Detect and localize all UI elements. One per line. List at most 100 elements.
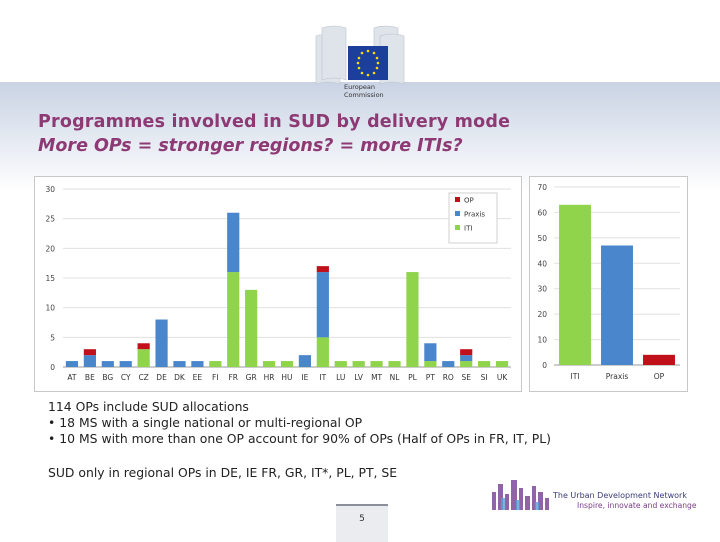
urban-network-logo-icon: [492, 480, 549, 510]
bar-CY-Praxis: [119, 361, 132, 367]
bar-IE-Praxis: [298, 355, 312, 367]
x-tick-label: BG: [102, 373, 113, 382]
bar-LV-ITI: [352, 361, 365, 367]
y-tick-label: 70: [537, 183, 547, 192]
chart-by-member-state: 0 5 10 15 20 25 30 AT BE BG CY CZ DE DK EE FI FR GR HR HU IE…: [34, 176, 522, 392]
bar-AT-Praxis: [65, 361, 79, 367]
bar-DE-Praxis: [155, 319, 168, 367]
bar-OP: [643, 354, 675, 365]
x-tick-label: PL: [408, 373, 418, 382]
bar-CZ-OP: [137, 343, 150, 350]
notes-line-2: • 18 MS with a single national or multi-…: [48, 415, 363, 430]
bar-RO-Praxis: [442, 361, 455, 367]
x-tick-label: IT: [319, 373, 326, 382]
x-tick-label: LU: [336, 373, 345, 382]
y-tick-label: 30: [45, 185, 55, 194]
y-tick-label: 10: [45, 304, 55, 313]
bar-FR-ITI: [227, 272, 240, 367]
y-tick-label: 0: [50, 363, 55, 372]
page-subtitle: More OPs = stronger regions? = more ITIs…: [38, 136, 463, 156]
chart-by-member-state-svg: 0 5 10 15 20 25 30 AT BE BG CY CZ DE DK EE FI FR GR HR HU IE…: [45, 185, 511, 382]
eu-commission-logo-icon: [315, 25, 405, 85]
network-title: The Urban Development Network: [553, 491, 687, 500]
y-tick-label: 30: [537, 285, 547, 294]
bar-SE-ITI: [460, 361, 473, 367]
x-tick-label: LV: [354, 373, 363, 382]
notes-line-1: 114 OPs include SUD allocations: [48, 399, 249, 414]
x-tick-label: CY: [121, 373, 131, 382]
chart-by-delivery-mode: 0 10 20 30 40 50 60 70 ITI Praxis OP: [529, 176, 688, 392]
x-tick-label: HR: [264, 373, 275, 382]
bar-PT-Praxis: [424, 343, 437, 362]
legend-swatch-OP: [455, 197, 460, 202]
x-tick-label: HU: [281, 373, 292, 382]
y-tick-label: 0: [542, 361, 547, 370]
y-tick-label: 40: [537, 259, 547, 268]
bar-IT-OP: [316, 266, 329, 273]
bar-SE-Praxis: [460, 355, 473, 362]
notes-line-3: • 10 MS with more than one OP account fo…: [48, 431, 551, 446]
x-tick-label: SE: [461, 373, 471, 382]
y-tick-label: 50: [537, 234, 547, 243]
bar-UK-ITI: [495, 361, 509, 367]
x-tick-label: SI: [481, 373, 488, 382]
x-tick-label: CZ: [138, 373, 148, 382]
bar-LU-ITI: [334, 361, 347, 367]
legend-label-Praxis: Praxis: [464, 211, 485, 219]
y-tick-label: 20: [537, 310, 547, 319]
legend-swatch-ITI: [455, 225, 460, 230]
x-tick-label: AT: [67, 373, 77, 382]
bar-SI-ITI: [478, 361, 491, 367]
bar-NL-ITI: [388, 361, 401, 367]
x-tick-label: EE: [193, 373, 203, 382]
bar-BG-Praxis: [101, 361, 114, 367]
legend-label-ITI: ITI: [464, 225, 472, 233]
bar-FI-ITI: [209, 361, 222, 367]
bar-IT-ITI: [316, 337, 329, 367]
x-tick-label: Praxis: [606, 372, 629, 381]
x-tick-label: MT: [371, 373, 382, 382]
x-tick-label: DK: [174, 373, 186, 382]
bar-HR-ITI: [262, 361, 276, 367]
sud-note: SUD only in regional OPs in DE, IE FR, G…: [48, 465, 398, 480]
y-tick-label: 20: [45, 244, 55, 253]
logo-text: European Commission: [344, 83, 384, 99]
x-tick-label: IE: [301, 373, 308, 382]
x-tick-label: UK: [497, 373, 508, 382]
x-tick-label: ITI: [570, 372, 579, 381]
network-tagline: Inspire, innovate and exchange: [577, 501, 697, 510]
bar-FR-Praxis: [227, 212, 240, 273]
bar-BE-Praxis: [83, 355, 96, 367]
header-band: [0, 82, 720, 192]
bar-CZ-ITI: [137, 349, 150, 367]
bar-HU-ITI: [280, 361, 294, 367]
bar-IT-Praxis: [316, 272, 329, 338]
x-tick-label: FR: [228, 373, 238, 382]
bar-GR-ITI: [245, 289, 258, 367]
page-title: Programmes involved in SUD by delivery m…: [38, 112, 511, 132]
x-tick-label: OP: [654, 372, 665, 381]
y-tick-label: 5: [50, 333, 55, 342]
chart-legend: OP Praxis ITI: [448, 192, 498, 244]
x-tick-label: FI: [212, 373, 219, 382]
x-tick-label: RO: [443, 373, 454, 382]
bar-PT-ITI: [424, 361, 437, 367]
notes: 114 OPs include SUD allocations • 18 MS …: [48, 399, 551, 447]
bar-ITI: [559, 204, 591, 365]
bar-SE-OP: [460, 349, 473, 356]
legend-swatch-Praxis: [455, 211, 460, 216]
y-tick-label: 60: [537, 208, 547, 217]
x-tick-label: NL: [390, 373, 401, 382]
bar-BE-OP: [83, 349, 96, 356]
bar-EE-Praxis: [191, 361, 204, 367]
bar-Praxis: [601, 245, 633, 365]
bar-MT-ITI: [370, 361, 383, 367]
x-tick-label: GR: [246, 373, 257, 382]
y-tick-label: 25: [45, 215, 55, 224]
x-tick-label: BE: [85, 373, 95, 382]
x-tick-label: PT: [426, 373, 436, 382]
y-tick-label: 10: [537, 336, 547, 345]
legend-label-OP: OP: [464, 197, 474, 205]
page-number: 5: [336, 504, 388, 542]
chart-by-delivery-mode-svg: 0 10 20 30 40 50 60 70 ITI Praxis OP: [537, 183, 680, 381]
